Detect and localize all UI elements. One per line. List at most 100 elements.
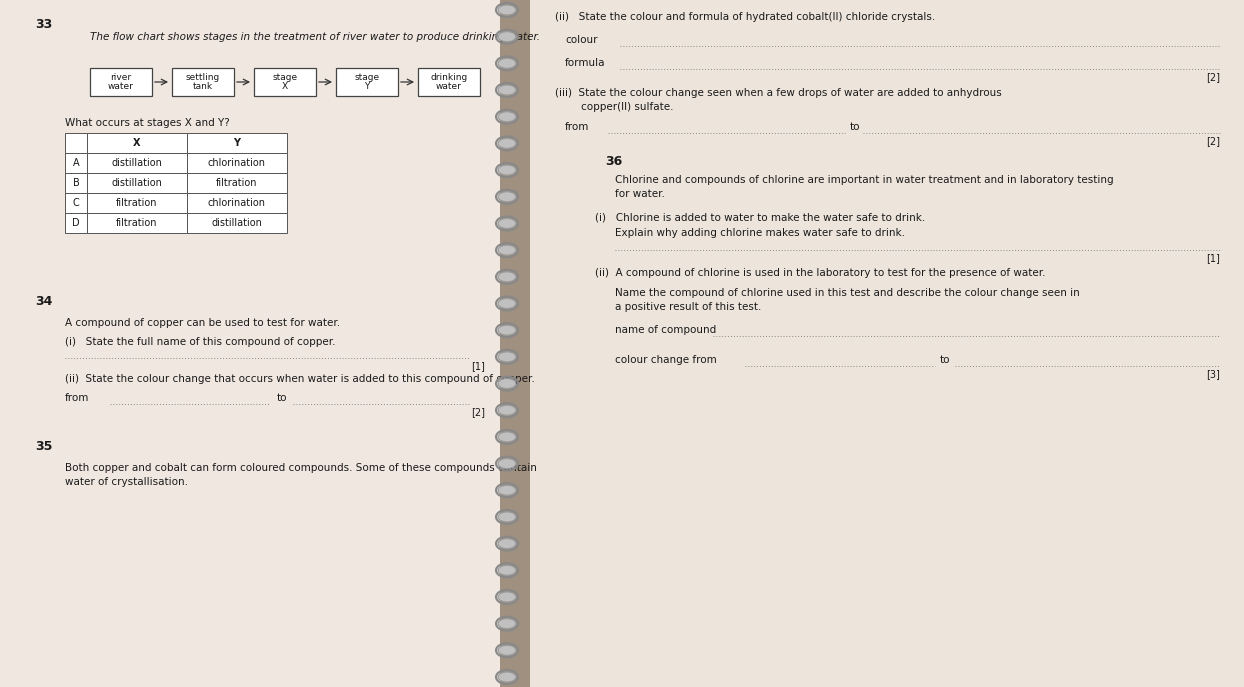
Text: Explain why adding chlorine makes water safe to drink.: Explain why adding chlorine makes water … <box>615 228 904 238</box>
Bar <box>0 0 500 687</box>
Bar <box>530 0 1244 687</box>
Bar <box>187 213 287 233</box>
Ellipse shape <box>498 432 516 442</box>
Text: for water.: for water. <box>615 189 664 199</box>
Ellipse shape <box>498 5 516 15</box>
Ellipse shape <box>498 138 516 148</box>
Bar <box>187 133 287 153</box>
Bar <box>87 153 187 173</box>
Text: Y: Y <box>364 82 369 91</box>
Text: chlorination: chlorination <box>208 198 266 208</box>
Ellipse shape <box>498 485 516 495</box>
Ellipse shape <box>498 539 516 549</box>
Bar <box>90 68 152 96</box>
Text: 35: 35 <box>35 440 52 453</box>
Text: name of compound: name of compound <box>615 325 717 335</box>
Bar <box>65 153 87 173</box>
Bar <box>87 193 187 213</box>
Text: to: to <box>277 393 287 403</box>
Text: filtration: filtration <box>216 178 258 188</box>
Ellipse shape <box>498 458 516 469</box>
Text: a positive result of this test.: a positive result of this test. <box>615 302 761 312</box>
Text: water: water <box>108 82 134 91</box>
Ellipse shape <box>498 405 516 415</box>
Text: Chlorine and compounds of chlorine are important in water treatment and in labor: Chlorine and compounds of chlorine are i… <box>615 175 1113 185</box>
Ellipse shape <box>498 112 516 122</box>
Bar <box>187 153 287 173</box>
Text: from: from <box>565 122 590 132</box>
Bar <box>65 193 87 213</box>
Text: Both copper and cobalt can form coloured compounds. Some of these compounds cont: Both copper and cobalt can form coloured… <box>65 463 537 473</box>
Text: settling: settling <box>185 73 220 82</box>
Text: distillation: distillation <box>112 158 163 168</box>
Text: water: water <box>437 82 462 91</box>
Text: 36: 36 <box>605 155 622 168</box>
Ellipse shape <box>498 298 516 308</box>
Ellipse shape <box>498 245 516 255</box>
Bar <box>65 133 87 153</box>
Bar <box>87 133 187 153</box>
Ellipse shape <box>498 165 516 175</box>
Text: [3]: [3] <box>1207 369 1220 379</box>
Text: (i)   State the full name of this compound of copper.: (i) State the full name of this compound… <box>65 337 336 347</box>
Ellipse shape <box>498 58 516 69</box>
Text: The flow chart shows stages in the treatment of river water to produce drinking : The flow chart shows stages in the treat… <box>90 32 540 42</box>
Text: formula: formula <box>565 58 606 68</box>
Text: Name the compound of chlorine used in this test and describe the colour change s: Name the compound of chlorine used in th… <box>615 288 1080 298</box>
Text: Y: Y <box>234 138 240 148</box>
Text: colour: colour <box>565 35 597 45</box>
Text: stage: stage <box>355 73 379 82</box>
Text: chlorination: chlorination <box>208 158 266 168</box>
Ellipse shape <box>498 272 516 282</box>
Text: (ii)   State the colour and formula of hydrated cobalt(II) chloride crystals.: (ii) State the colour and formula of hyd… <box>555 12 935 22</box>
Bar <box>336 68 398 96</box>
Text: A compound of copper can be used to test for water.: A compound of copper can be used to test… <box>65 318 340 328</box>
Text: C: C <box>72 198 80 208</box>
Text: colour change from: colour change from <box>615 355 717 365</box>
Bar <box>187 193 287 213</box>
Text: What occurs at stages X and Y?: What occurs at stages X and Y? <box>65 118 230 128</box>
Bar <box>254 68 316 96</box>
Ellipse shape <box>498 379 516 389</box>
Text: water of crystallisation.: water of crystallisation. <box>65 477 188 487</box>
Bar <box>87 213 187 233</box>
Text: [2]: [2] <box>1205 136 1220 146</box>
Bar <box>65 173 87 193</box>
Text: A: A <box>72 158 80 168</box>
Ellipse shape <box>498 352 516 362</box>
Ellipse shape <box>498 672 516 682</box>
Ellipse shape <box>498 565 516 575</box>
Ellipse shape <box>498 645 516 655</box>
Text: X: X <box>282 82 289 91</box>
Text: distillation: distillation <box>211 218 262 228</box>
Text: [2]: [2] <box>1205 72 1220 82</box>
Text: to: to <box>940 355 950 365</box>
Text: stage: stage <box>272 73 297 82</box>
Ellipse shape <box>498 618 516 629</box>
Ellipse shape <box>498 512 516 522</box>
Text: distillation: distillation <box>112 178 163 188</box>
Text: [1]: [1] <box>471 361 485 371</box>
Text: filtration: filtration <box>116 198 158 208</box>
Text: (iii)  State the colour change seen when a few drops of water are added to anhyd: (iii) State the colour change seen when … <box>555 88 1001 98</box>
Text: filtration: filtration <box>116 218 158 228</box>
Bar <box>418 68 480 96</box>
Text: [2]: [2] <box>471 407 485 417</box>
Ellipse shape <box>498 592 516 602</box>
Bar <box>500 0 530 687</box>
Text: B: B <box>72 178 80 188</box>
Text: tank: tank <box>193 82 213 91</box>
Bar <box>87 173 187 193</box>
Text: river: river <box>111 73 132 82</box>
Text: [1]: [1] <box>1207 253 1220 263</box>
Text: X: X <box>133 138 141 148</box>
Text: drinking: drinking <box>430 73 468 82</box>
Bar <box>187 173 287 193</box>
Text: copper(II) sulfate.: copper(II) sulfate. <box>555 102 673 112</box>
Ellipse shape <box>498 218 516 229</box>
Text: to: to <box>850 122 861 132</box>
Bar <box>65 213 87 233</box>
Ellipse shape <box>498 32 516 42</box>
Text: 33: 33 <box>35 18 52 31</box>
Ellipse shape <box>498 192 516 202</box>
